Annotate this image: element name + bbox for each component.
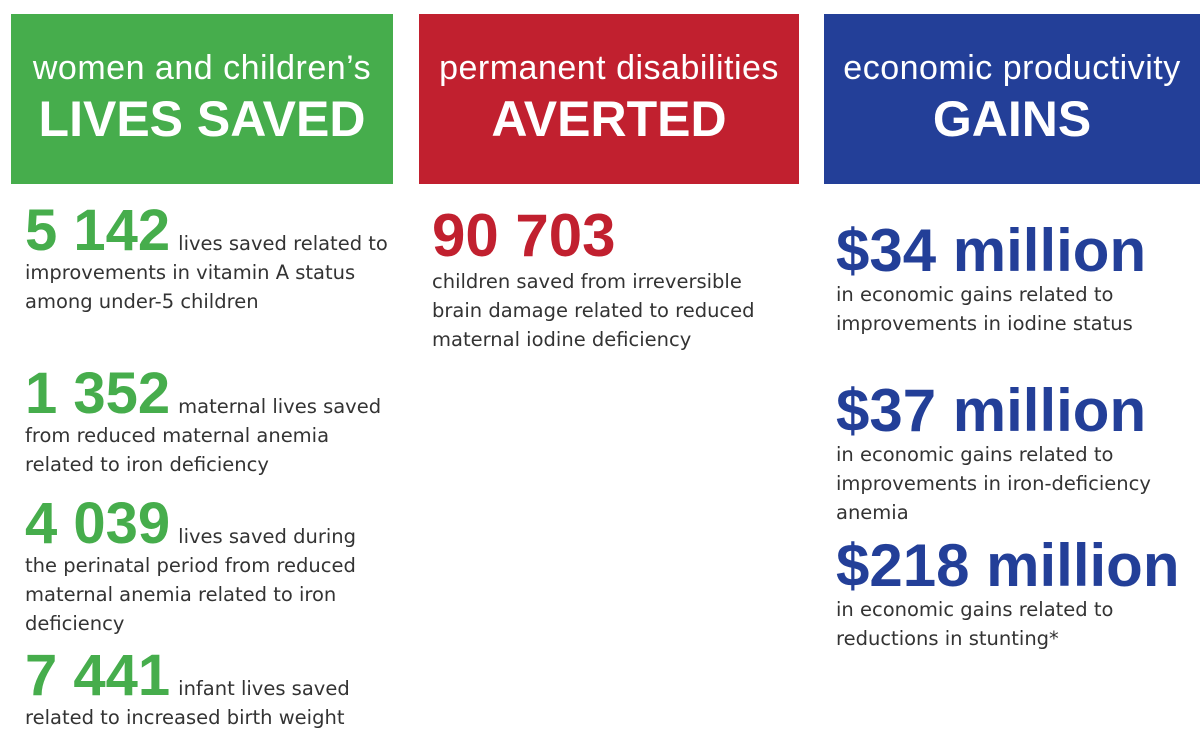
stat-number: 5 142 [25,198,171,263]
stat-item: 7 441 infant lives saved related to incre… [25,647,390,732]
stat-description: in economic gains related to improvement… [836,443,1151,524]
header-title: GAINS [932,91,1092,147]
stat-item: $218 million in economic gains related to… [836,532,1196,653]
stat-number: 4 039 [25,491,171,556]
stat-number: 7 441 [25,643,171,708]
header-subtitle: economic productivity [843,49,1181,87]
stat-description: lives saved during the perinatal period … [25,525,357,635]
stat-number: $34 million [836,217,1147,284]
stat-number: 90 703 [432,202,616,269]
stat-description: maternal lives saved from reduced matern… [25,395,382,476]
stat-description: infant lives saved related to increased … [25,677,350,729]
stat-description: children saved from irreversible brain d… [432,270,755,351]
stat-item: 90 703 children saved from irreversible b… [432,205,792,354]
stat-number: 1 352 [25,361,171,426]
column-header: economic productivity GAINS [824,14,1200,184]
stat-number: $218 million [836,532,1180,599]
stat-description: in economic gains related to reductions … [836,598,1114,650]
stat-item: 4 039 lives saved during the perinatal pe… [25,495,390,638]
stat-item: 1 352 maternal lives saved from reduced m… [25,365,390,479]
stat-description: in economic gains related to improvement… [836,283,1133,335]
column-header: women and children’s LIVES SAVED [11,14,393,184]
header-subtitle: permanent disabilities [439,49,779,87]
stat-item: 5 142 lives saved related to improvements… [25,202,390,316]
header-subtitle: women and children’s [32,49,372,87]
header-title: LIVES SAVED [38,91,366,147]
stat-item: $34 million in economic gains related to … [836,217,1196,338]
stat-description: lives saved related to improvements in v… [25,232,388,313]
column-header: permanent disabilities AVERTED [419,14,799,184]
stat-item: $37 million in economic gains related to … [836,377,1196,527]
stat-number: $37 million [836,377,1147,444]
header-title: AVERTED [491,91,727,147]
